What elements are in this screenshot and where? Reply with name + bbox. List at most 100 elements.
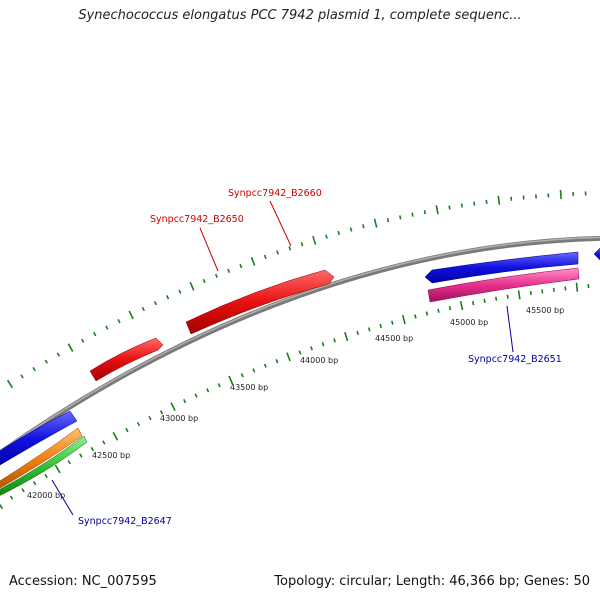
inner-ring-tick [367, 327, 371, 332]
scale-label-43000: 43000 bp [160, 414, 198, 423]
inner-ring-tick [310, 346, 313, 351]
inner-ring-tick [541, 289, 544, 294]
inner-ring-tick [506, 294, 509, 299]
inner-ring-tick [483, 298, 486, 304]
inner-ring-tick [44, 473, 48, 479]
gene-b2648-arrow[interactable] [0, 410, 78, 468]
outer-ring-tick [312, 235, 317, 245]
inner-ring-tick [228, 375, 234, 385]
outer-ring-tick [373, 218, 378, 228]
outer-ring-tick [67, 343, 74, 352]
outer-ring-tick [80, 338, 85, 343]
outer-ring-tick [178, 289, 182, 294]
gene-label-b2651[interactable]: Synpcc7942_B2651 [468, 354, 562, 365]
inner-ring-tick [206, 388, 210, 393]
inner-ring-tick [471, 301, 475, 306]
inner-ring-tick [391, 320, 394, 325]
plasmid-backbone-highlight [0, 236, 600, 453]
outer-ring-tick [559, 190, 562, 200]
outer-ring-tick [117, 319, 121, 324]
outer-ring-tick [214, 273, 218, 279]
gene-label-b2647[interactable]: Synpcc7942_B2647 [78, 516, 172, 527]
outer-ring-tick [448, 205, 451, 210]
inner-ring-tick [90, 446, 94, 452]
accession-text: Accession: NC_007595 [9, 574, 157, 589]
inner-ring-tick [148, 415, 152, 421]
outer-ring-tick [510, 196, 513, 201]
outer-ring-tick [6, 379, 14, 389]
inner-ring-tick [217, 383, 221, 388]
outer-ring-tick [56, 352, 61, 357]
outer-ring-tick [44, 359, 48, 364]
outer-ring-tick [386, 218, 390, 223]
gene-b2649-arrow[interactable] [89, 337, 164, 382]
outer-ring-tick [435, 205, 439, 215]
inner-ring-tick [170, 402, 176, 412]
outer-ring-tick [399, 215, 402, 220]
outer-ring-tick [20, 374, 24, 379]
inner-ring-tick [136, 421, 141, 427]
outer-ring-tick [128, 310, 134, 320]
scale-label-43500: 43500 bp [230, 383, 268, 392]
inner-ring-tick [298, 350, 302, 355]
inner-ring-tick [275, 359, 279, 364]
outer-ring-tick [473, 201, 476, 206]
outer-ring-tick [166, 295, 170, 300]
scale-label-44500: 44500 bp [375, 334, 413, 343]
outer-ring-tick [32, 366, 36, 372]
outer-ring-tick [349, 227, 353, 232]
inner-ring-tick [425, 311, 429, 316]
outer-ring-tick [423, 210, 426, 215]
outer-ring-tick [337, 230, 341, 236]
scale-label-42500: 42500 bp [92, 451, 130, 460]
inner-ring-tick [552, 287, 555, 292]
inner-ring-tick [252, 368, 256, 373]
gene-b2650-arrow[interactable] [185, 269, 335, 335]
outer-ring-tick [497, 195, 501, 205]
outer-ring-tick [105, 325, 109, 330]
genome-stats-text: Topology: circular; Length: 46,366 bp; G… [274, 574, 590, 589]
scale-label-45500: 45500 bp [526, 306, 564, 315]
inner-ring-tick [575, 282, 579, 292]
leader-line-b2647 [51, 479, 74, 516]
inner-ring-tick [286, 352, 291, 362]
outer-ring-tick [93, 331, 97, 337]
gene-label-b2660[interactable]: Synpcc7942_B2660 [228, 188, 322, 199]
inner-ring-tick [321, 342, 325, 347]
gene-b2652-arrow[interactable] [424, 251, 579, 284]
inner-ring-tick [21, 488, 25, 493]
gene-b2646-arrow[interactable] [0, 435, 88, 498]
inner-ring-tick [401, 314, 406, 325]
gene-b2651-arrow[interactable] [427, 267, 580, 303]
outer-ring-tick [362, 224, 365, 229]
inner-ring-tick [194, 393, 198, 398]
outer-ring-tick [460, 203, 463, 208]
inner-ring-tick [517, 290, 521, 300]
inner-ring-tick [495, 296, 498, 301]
outer-ring-tick [300, 242, 304, 247]
outer-ring-tick [189, 281, 195, 291]
gene-label-b2650[interactable]: Synpcc7942_B2650 [150, 214, 244, 225]
gene-b2653-arrow[interactable] [593, 246, 600, 262]
inner-ring-tick [344, 332, 349, 342]
inner-ring-tick [32, 480, 37, 486]
inner-ring-tick [414, 314, 417, 319]
inner-ring-tick [379, 323, 383, 329]
plasmid-backbone [0, 235, 600, 457]
inner-ring-tick [159, 410, 164, 415]
inner-ring-tick [356, 330, 360, 336]
inner-ring-tick [240, 373, 244, 378]
inner-ring-tick [437, 308, 440, 313]
outer-ring-tick [263, 254, 267, 260]
inner-ring-tick [0, 503, 4, 510]
outer-ring-tick [141, 306, 145, 312]
outer-ring-tick [227, 268, 231, 274]
outer-ring-tick [288, 246, 292, 251]
scale-label-45000: 45000 bp [450, 318, 488, 327]
inner-ring-tick [529, 290, 532, 296]
inner-ring-tick [54, 464, 61, 474]
gene-b2647-arrow[interactable] [0, 427, 83, 491]
inner-ring-tick [263, 363, 267, 368]
